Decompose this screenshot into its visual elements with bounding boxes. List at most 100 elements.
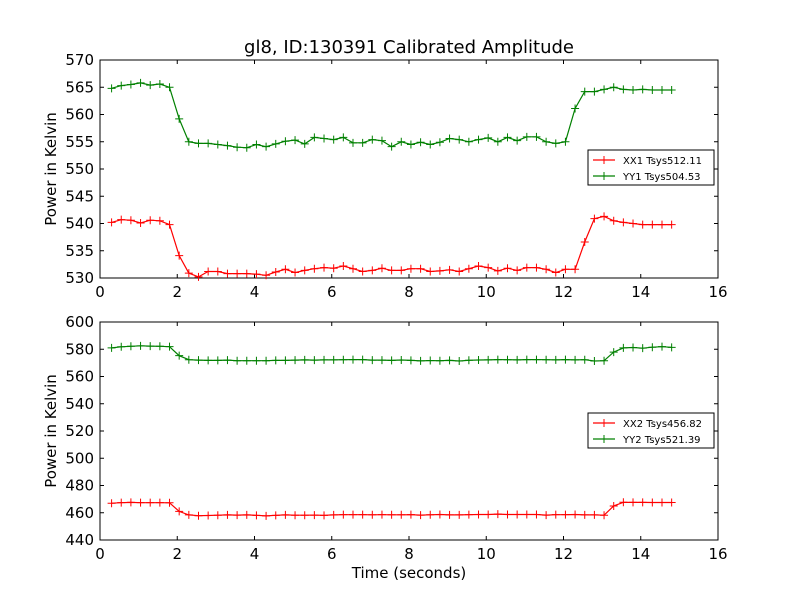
data-point-marker (561, 265, 570, 274)
data-point-marker (242, 356, 251, 365)
data-point-marker (348, 138, 357, 147)
data-point-marker (551, 510, 560, 519)
data-point-marker (590, 510, 599, 519)
data-point-marker (638, 344, 647, 353)
y-tick-label: 535 (65, 242, 94, 260)
data-point-marker (329, 264, 338, 273)
data-point-marker (204, 511, 213, 520)
data-point-marker (146, 342, 155, 351)
y-tick-label: 520 (65, 422, 94, 440)
data-point-marker (300, 355, 309, 364)
data-point-marker (271, 268, 280, 277)
x-tick-label: 14 (631, 545, 650, 563)
data-point-marker (126, 216, 135, 225)
legend-swatch-marker (600, 156, 608, 164)
data-point-marker (493, 355, 502, 364)
data-point-marker (136, 78, 145, 87)
y-tick-label: 460 (65, 504, 94, 522)
y-axis-label: Power in Kelvin (42, 112, 60, 226)
data-point-marker (455, 135, 464, 144)
data-point-marker (291, 136, 300, 145)
data-point-marker (609, 501, 618, 510)
y-tick-label: 540 (65, 395, 94, 413)
data-point-marker (233, 356, 242, 365)
data-point-marker (493, 510, 502, 519)
data-point-marker (155, 216, 164, 225)
data-point-marker (194, 139, 203, 148)
data-point-marker (310, 133, 319, 142)
data-point-marker (387, 356, 396, 365)
x-tick-label: 4 (250, 545, 260, 563)
data-point-marker (416, 356, 425, 365)
data-point-marker (175, 507, 184, 516)
data-point-marker (107, 343, 116, 352)
series-1 (107, 212, 676, 281)
data-point-marker (638, 85, 647, 94)
data-point-marker (542, 511, 551, 520)
data-point-marker (204, 356, 213, 365)
data-point-marker (571, 265, 580, 274)
data-point-marker (561, 510, 570, 519)
data-point-marker (175, 251, 184, 260)
y-tick-label: 545 (65, 187, 94, 205)
data-point-marker (435, 356, 444, 365)
data-point-marker (571, 355, 580, 364)
data-point-marker (223, 510, 232, 519)
data-point-marker (513, 355, 522, 364)
legend-box (587, 412, 715, 449)
data-point-marker (609, 216, 618, 225)
data-point-marker (320, 355, 329, 364)
data-point-marker (580, 510, 589, 519)
data-point-marker (542, 137, 551, 146)
data-point-marker (590, 356, 599, 365)
data-point-marker (561, 137, 570, 146)
x-tick-label: 2 (172, 545, 182, 563)
x-tick-label: 2 (172, 283, 182, 301)
data-point-marker (426, 510, 435, 519)
data-point-marker (223, 269, 232, 278)
data-point-marker (387, 142, 396, 151)
data-point-marker (271, 139, 280, 148)
data-point-marker (484, 510, 493, 519)
plots-group: 0 2 4 6 8 10 12 14 16 530 535 540 545 550 555 560 565 570… (42, 51, 728, 582)
data-point-marker (406, 140, 415, 149)
data-point-marker (194, 511, 203, 520)
data-point-marker (609, 348, 618, 357)
data-point-marker (503, 355, 512, 364)
data-point-marker (329, 355, 338, 364)
data-point-marker (136, 498, 145, 507)
legend-label: XX1 Tsys512.11 (623, 156, 702, 167)
data-point-marker (522, 132, 531, 141)
data-point-marker (233, 143, 242, 152)
data-point-marker (600, 511, 609, 520)
data-point-marker (619, 218, 628, 227)
data-point-marker (300, 139, 309, 148)
data-point-marker (397, 137, 406, 146)
data-point-marker (513, 510, 522, 519)
legend-swatch-marker (600, 172, 608, 180)
x-tick-label: 10 (477, 545, 496, 563)
data-point-marker (406, 356, 415, 365)
data-point-marker (368, 510, 377, 519)
data-point-marker (522, 263, 531, 272)
data-point-marker (252, 356, 261, 365)
data-point-marker (329, 135, 338, 144)
data-point-marker (184, 510, 193, 519)
data-point-marker (513, 136, 522, 145)
data-point-marker (580, 238, 589, 247)
data-point-marker (165, 342, 174, 351)
x-tick-label: 10 (477, 283, 496, 301)
data-point-marker (397, 510, 406, 519)
data-point-marker (233, 269, 242, 278)
data-point-marker (416, 138, 425, 147)
data-point-marker (542, 265, 551, 274)
data-point-marker (233, 511, 242, 520)
data-point-marker (165, 220, 174, 229)
legend: XX1 Tsys512.11 YY1 Tsys504.53 (587, 149, 715, 186)
data-point-marker (503, 264, 512, 273)
data-point-marker (455, 267, 464, 276)
data-point-marker (532, 355, 541, 364)
data-point-marker (474, 262, 483, 271)
data-point-marker (657, 342, 666, 351)
